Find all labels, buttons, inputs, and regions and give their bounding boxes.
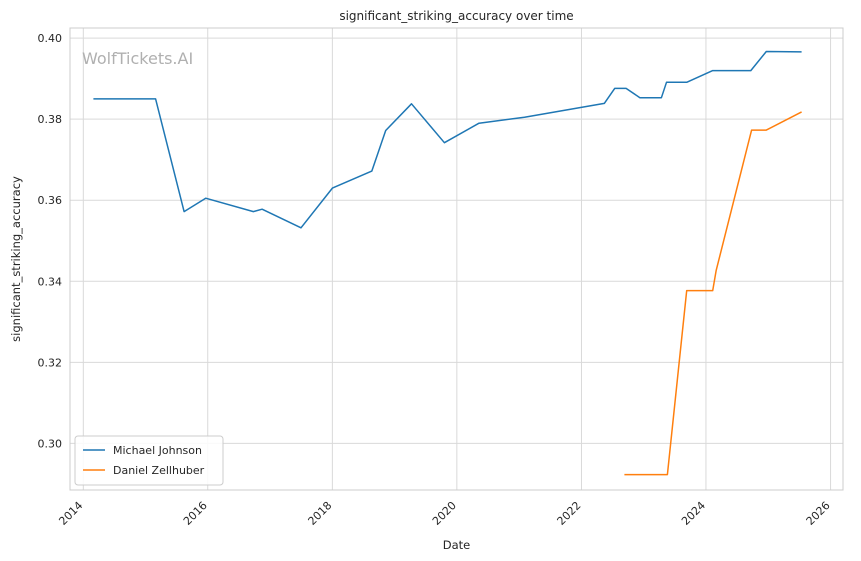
x-tick-labels: 2014 2016 2018 2020 2022 2024 2026 [56,499,832,528]
watermark: WolfTickets.AI [82,49,193,68]
x-axis-title: Date [443,538,471,552]
y-tick-label: 0.34 [38,275,63,288]
y-tick-labels: 0.30 0.32 0.34 0.36 0.38 0.40 [38,32,63,450]
chart-title: significant_striking_accuracy over time [339,9,573,23]
grid [70,28,843,490]
series-line-1 [624,111,802,476]
x-tick-label: 2024 [679,499,708,528]
series-lines [93,50,802,476]
legend: Michael Johnson Daniel Zellhuber [74,435,224,486]
x-tick-label: 2016 [181,499,210,528]
y-tick-label: 0.30 [38,437,63,450]
legend-box [74,435,224,486]
y-tick-label: 0.40 [38,32,63,45]
y-tick-label: 0.32 [38,356,63,369]
y-tick-label: 0.38 [38,113,63,126]
series-line-0 [93,50,802,229]
x-tick-label: 2014 [56,499,85,528]
legend-label: Michael Johnson [113,444,202,457]
x-tick-label: 2020 [430,499,459,528]
y-axis-title: significant_striking_accuracy [9,176,23,342]
x-tick-label: 2026 [804,499,833,528]
x-tick-label: 2018 [306,499,335,528]
plot-frame [69,27,844,491]
legend-label: Daniel Zellhuber [113,464,205,477]
y-tick-label: 0.36 [38,194,63,207]
x-tick-label: 2022 [555,499,584,528]
